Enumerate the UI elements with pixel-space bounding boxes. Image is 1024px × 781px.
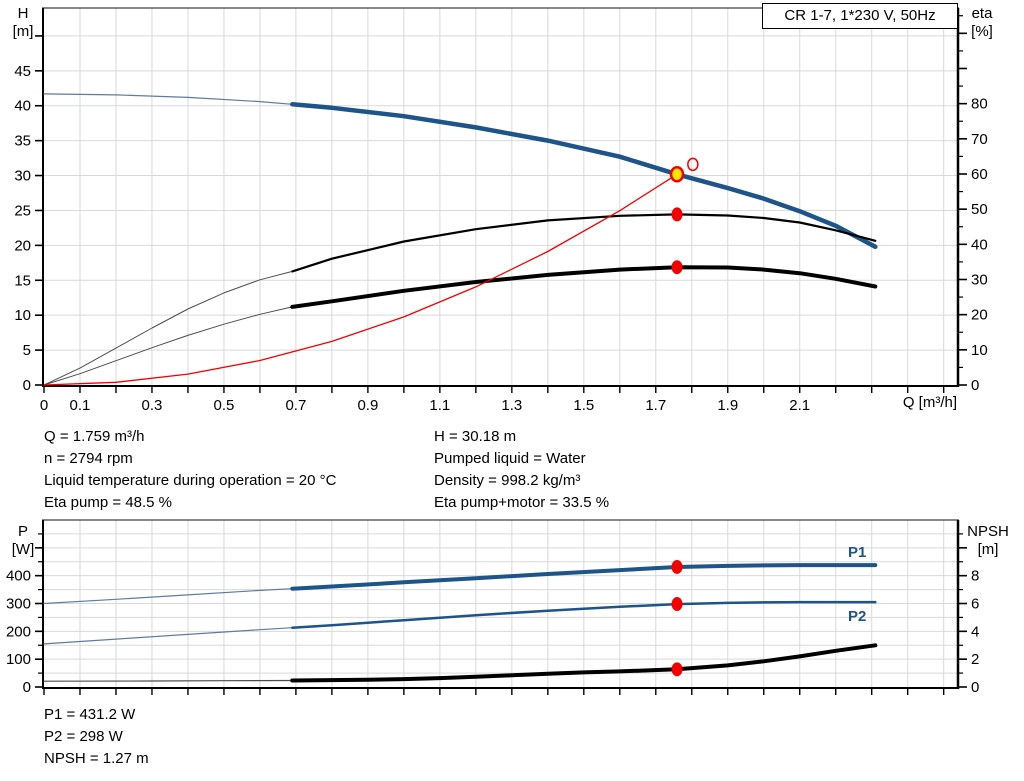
svg-text:1.3: 1.3	[501, 397, 522, 414]
svg-text:20: 20	[971, 307, 988, 324]
svg-text:25: 25	[14, 202, 31, 219]
info-line: H = 30.18 m	[434, 428, 517, 445]
npsh-point	[671, 662, 683, 677]
p1-curve-thin	[43, 588, 293, 605]
q-axis-label: Q [m³/h]	[902, 394, 957, 411]
svg-text:10: 10	[971, 342, 988, 359]
svg-text:10: 10	[14, 307, 31, 324]
eta-pump-curve-thin	[43, 270, 293, 386]
svg-text:40: 40	[14, 98, 31, 115]
svg-text:0.9: 0.9	[357, 397, 378, 414]
svg-text:400: 400	[6, 568, 31, 585]
svg-text:30: 30	[971, 271, 988, 288]
svg-text:6: 6	[971, 596, 979, 613]
head-curve-thin	[43, 93, 293, 105]
p2-series-label: P2	[848, 608, 867, 625]
svg-text:0: 0	[971, 377, 979, 394]
power-npsh-data: P1 = 431.2 W P2 = 298 W NPSH = 1.27 m	[44, 704, 149, 770]
duty-point[interactable]	[669, 166, 685, 183]
operating-data-right: H = 30.18 m Pumped liquid = Water Density …	[434, 426, 609, 514]
svg-text:30: 30	[14, 168, 31, 185]
svg-text:0.1: 0.1	[70, 397, 91, 414]
operating-data-left: Q = 1.759 m³/h n = 2794 rpm Liquid tempera…	[44, 426, 336, 514]
svg-text:2.1: 2.1	[789, 397, 810, 414]
svg-text:15: 15	[14, 272, 31, 289]
npsh-axis-label: NPSH [m]	[959, 523, 1017, 559]
eta-pump-point	[671, 207, 683, 222]
svg-text:5: 5	[23, 342, 31, 359]
info-line: n = 2794 rpm	[44, 450, 133, 467]
svg-text:0.3: 0.3	[142, 397, 163, 414]
rated-duty-point	[687, 157, 699, 172]
svg-text:2: 2	[971, 651, 979, 668]
svg-text:200: 200	[6, 623, 31, 640]
info-line: Eta pump+motor = 33.5 %	[434, 494, 610, 511]
svg-text:4: 4	[971, 623, 979, 640]
eta-pump-motor-curve-thin	[43, 306, 293, 386]
svg-text:0: 0	[971, 679, 979, 696]
svg-text:0.5: 0.5	[214, 397, 235, 414]
npsh-curve-thin	[43, 679, 293, 682]
p2-point	[671, 597, 683, 612]
svg-text:80: 80	[971, 96, 988, 113]
svg-text:0.7: 0.7	[285, 397, 306, 414]
npsh-axis-label-unit: [m]	[977, 541, 999, 558]
svg-text:100: 100	[6, 651, 31, 668]
svg-text:50: 50	[971, 201, 988, 218]
system-curve	[43, 173, 678, 386]
svg-text:1.7: 1.7	[645, 397, 666, 414]
svg-text:0: 0	[40, 397, 48, 414]
p-axis-label: P [W]	[4, 523, 42, 559]
svg-text:35: 35	[14, 133, 31, 150]
info-line: Liquid temperature during operation = 20…	[44, 472, 337, 489]
p2-curve	[291, 600, 877, 629]
eta-axis-label-symbol: eta	[971, 5, 993, 22]
info-line: Density = 998.2 kg/m³	[434, 472, 581, 489]
svg-text:0: 0	[23, 679, 31, 696]
pump-title-box: CR 1-7, 1*230 V, 50Hz	[762, 3, 958, 29]
info-line: P2 = 298 W	[44, 728, 123, 745]
power-npsh-chart: 0 100 200 300 400 0 2 4 6 8	[6, 519, 979, 696]
info-line: NPSH = 1.27 m	[44, 750, 149, 767]
svg-text:40: 40	[971, 236, 988, 253]
eta-pump-motor-point	[671, 260, 683, 275]
svg-text:0: 0	[23, 377, 31, 394]
h-axis-label-symbol: H	[17, 5, 29, 22]
npsh-curve	[290, 643, 878, 683]
p1-point	[671, 559, 683, 574]
svg-text:70: 70	[971, 131, 988, 148]
svg-text:1.1: 1.1	[429, 397, 450, 414]
npsh-axis-label-symbol: NPSH	[967, 523, 1009, 540]
svg-text:8: 8	[971, 568, 979, 585]
svg-text:60: 60	[971, 166, 988, 183]
p-axis-label-unit: [W]	[11, 541, 35, 558]
svg-text:20: 20	[14, 237, 31, 254]
svg-text:1.5: 1.5	[573, 397, 594, 414]
p2-curve-thin	[43, 627, 293, 645]
info-line: Q = 1.759 m³/h	[44, 428, 145, 445]
eta-pump-curve	[291, 213, 877, 273]
h-axis-label: H [m]	[4, 5, 42, 41]
head-curve	[290, 102, 878, 250]
p-axis-label-symbol: P	[17, 523, 28, 540]
eta-axis-label: eta [%]	[962, 5, 1002, 41]
svg-text:45: 45	[14, 63, 31, 80]
h-axis-label-unit: [m]	[12, 23, 34, 40]
svg-text:300: 300	[6, 596, 31, 613]
info-line: P1 = 431.2 W	[44, 706, 136, 723]
qh-eta-chart: 0 0.1 0.3 0.5 0.7 0.9 1.1 1.3 1.5 1.7 1.9 2.1 0 5 10 15…	[14, 7, 988, 414]
info-line: Eta pump = 48.5 %	[44, 494, 172, 511]
eta-axis-label-unit: [%]	[971, 23, 993, 40]
p1-curve	[290, 563, 878, 591]
svg-text:1.9: 1.9	[717, 397, 738, 414]
p1-series-label: P1	[848, 544, 867, 561]
info-line: Pumped liquid = Water	[434, 450, 586, 467]
eta-pump-motor-curve	[290, 265, 878, 309]
